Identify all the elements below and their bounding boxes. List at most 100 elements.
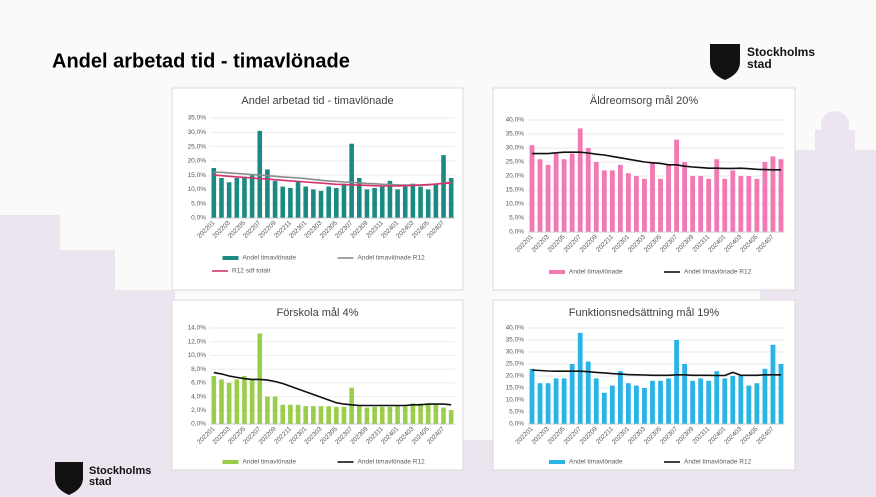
bar [365,408,370,424]
bar [530,145,535,232]
bar [395,189,400,218]
legend-label: Andel timavlönade R12 [358,255,426,262]
bar [674,340,679,424]
chart: Förskola mål 4%0,0%2,0%4,0%6,0%8,0%10,0%… [172,300,463,470]
y-tick-label: 0,0% [509,229,524,236]
bar [265,397,270,424]
y-tick-label: 10,0% [188,186,207,193]
bar [311,189,316,218]
bar [235,178,240,218]
bar [342,407,347,424]
bar [530,369,535,424]
bar [319,191,324,218]
y-tick-label: 25,0% [188,143,207,150]
y-tick-label: 14,0% [188,325,207,332]
bar [235,379,240,424]
bar [212,376,217,424]
bar [610,386,615,424]
logo-text: stad [89,476,112,488]
y-tick-label: 6,0% [191,380,206,387]
bar [738,176,743,232]
bar [562,159,567,232]
bar [349,388,354,424]
bar [326,187,331,218]
y-tick-label: 0,0% [509,421,524,428]
legend-label: Andel timavlönade [569,269,623,276]
bar [650,381,655,424]
bar [365,189,370,218]
slide: Andel arbetad tid - timavlönade Stockhol… [0,0,876,497]
chart-title: Funktionsnedsättning mål 19% [569,307,720,319]
bar [722,378,727,424]
y-tick-label: 2,0% [191,407,206,414]
bar [426,403,431,424]
y-tick-label: 12,0% [188,338,207,345]
bar [411,403,416,424]
bar [578,333,583,424]
bar [227,182,232,218]
y-tick-label: 30,0% [506,349,525,356]
bar [273,397,278,424]
bar [273,181,278,218]
bar [642,388,647,424]
bar [586,148,591,232]
bar [418,403,423,424]
y-tick-label: 0,0% [191,215,206,222]
legend-swatch [223,460,239,464]
y-tick-label: 5,0% [191,200,206,207]
bar [610,170,615,232]
bar [602,170,607,232]
bar [634,176,639,232]
bar [357,406,362,424]
bar [771,345,776,424]
bar [634,386,639,424]
y-tick-label: 15,0% [506,385,525,392]
chart-title: Andel arbetad tid - timavlönade [241,95,393,107]
bar [395,406,400,424]
y-tick-label: 10,0% [188,352,207,359]
bar [658,381,663,424]
bar [746,176,751,232]
bar [738,376,743,424]
bar [658,179,663,232]
bar [434,405,439,424]
bar [227,383,232,424]
legend-label: R12 sdf totalt [232,268,270,275]
bar [578,128,583,232]
bar [690,176,695,232]
bar [754,383,759,424]
y-tick-label: 25,0% [506,361,525,368]
bar [334,407,339,424]
bar [682,364,687,424]
bar [642,179,647,232]
bar [650,162,655,232]
y-tick-label: 8,0% [191,366,206,373]
bar [219,178,224,218]
bar [538,159,543,232]
chart: Funktionsnedsättning mål 19%0,0%5,0%10,0… [493,300,795,470]
bar [380,407,385,424]
y-tick-label: 10,0% [506,201,525,208]
bar [319,406,324,424]
y-tick-label: 15,0% [506,187,525,194]
y-tick-label: 25,0% [506,159,525,166]
y-tick-label: 40,0% [506,325,525,332]
bar [562,378,567,424]
bar [546,165,551,232]
bar [714,371,719,424]
bar [698,176,703,232]
bar [242,177,247,218]
chart: Andel arbetad tid - timavlönade 0,0% 5,0% 1… [172,88,463,290]
bar [626,383,631,424]
bar [618,371,623,424]
chart-title: Förskola mål 4% [277,307,359,319]
legend-label: Andel timavlönade [569,459,623,466]
bar [326,406,331,424]
bar [706,179,711,232]
legend-label: Andel timavlönade [243,459,297,466]
bar [219,379,224,424]
bar [746,386,751,424]
bar [441,155,446,218]
y-tick-label: 20,0% [506,173,525,180]
bar [570,154,575,232]
